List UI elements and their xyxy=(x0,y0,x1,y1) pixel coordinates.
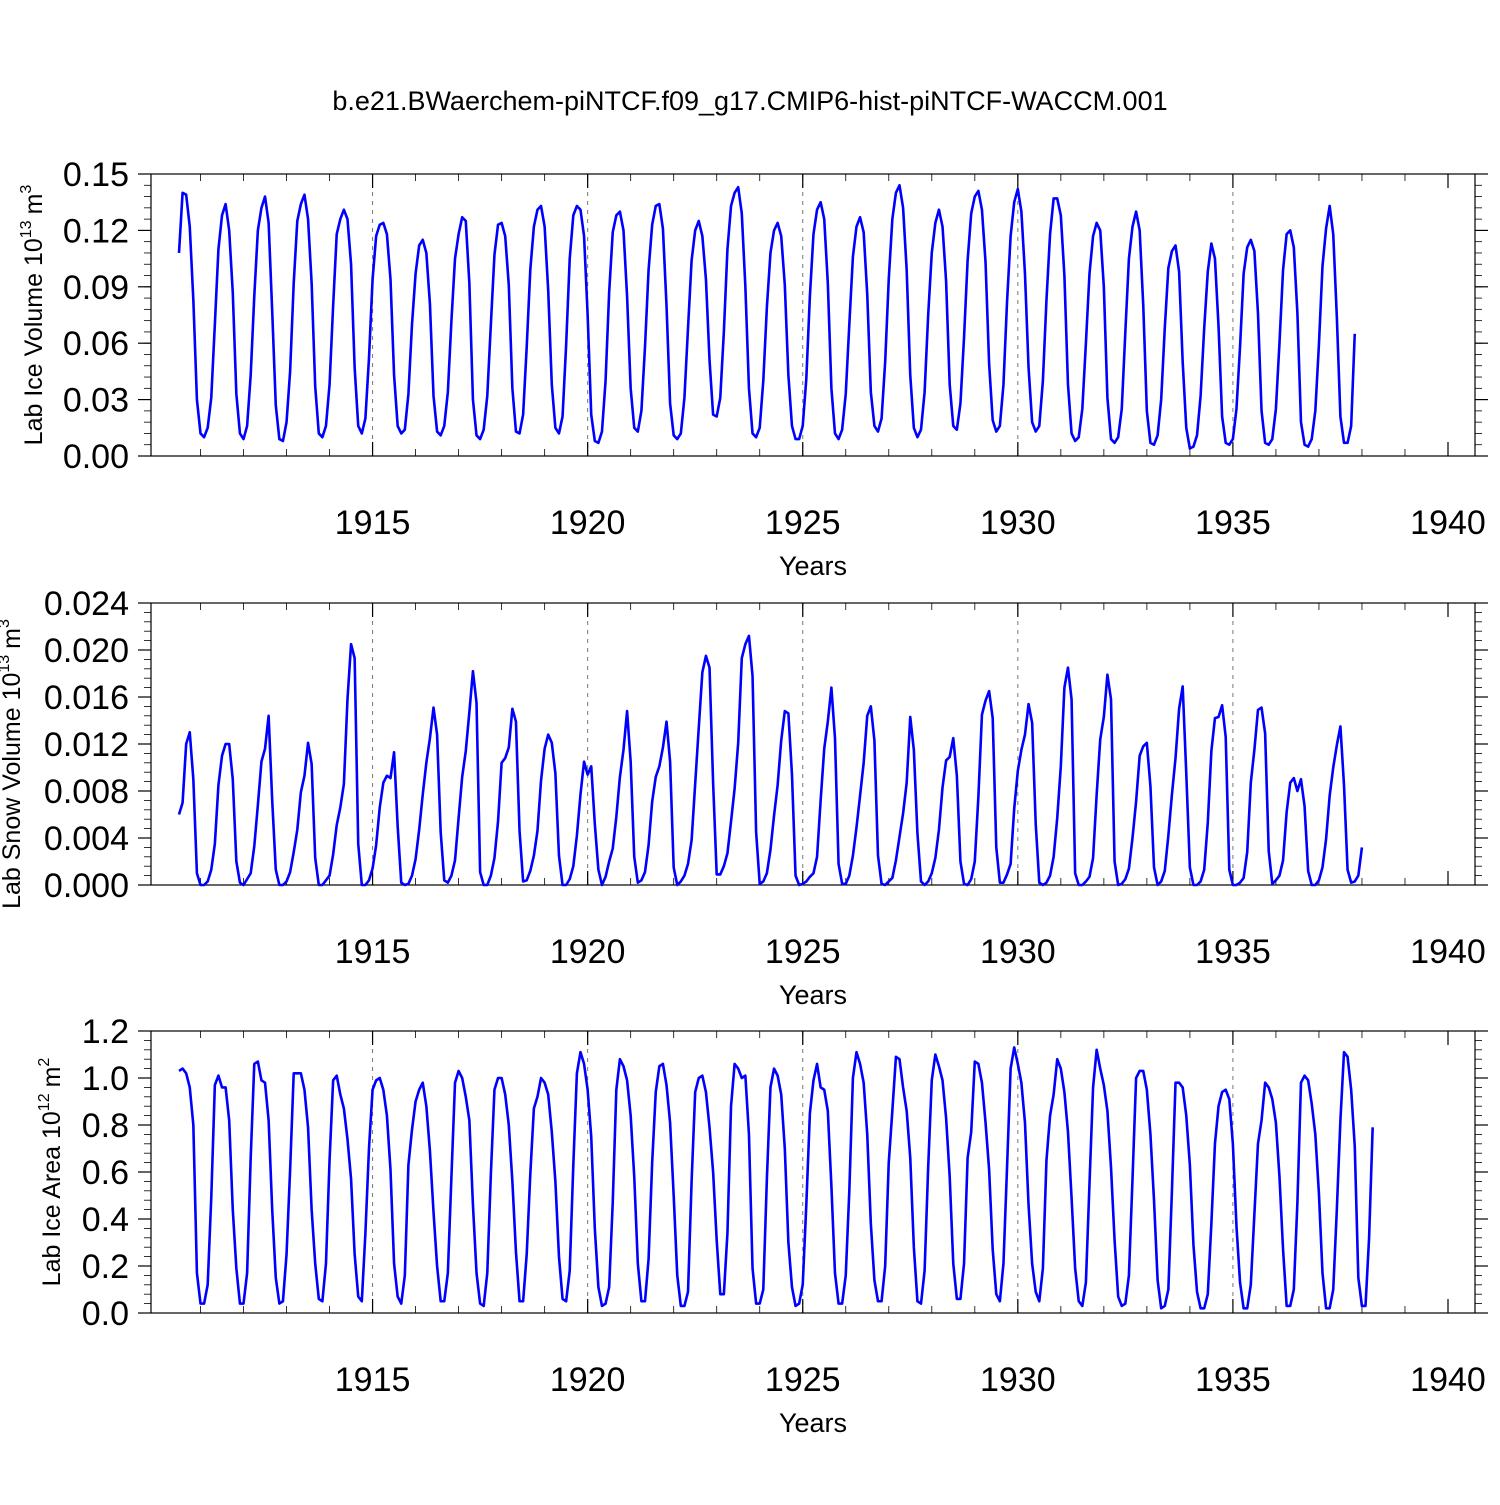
ice-area-y-axis-text: Lab Ice Area 10 xyxy=(38,1111,66,1286)
snow-volume-y-axis-title: Lab Snow Volume 1013 m3 xyxy=(0,619,26,909)
snow-volume-x-tick-label: 1940 xyxy=(1410,933,1486,971)
ice-volume-x-tick-label: 1930 xyxy=(980,504,1056,542)
ice-area-y-tick-label: 1.0 xyxy=(82,1060,129,1098)
ice-area-y-tick-label: 0.8 xyxy=(82,1107,129,1145)
ice-area-y-tick-label: 0.4 xyxy=(82,1201,129,1239)
ice-volume-series-line xyxy=(177,183,1357,450)
ice-volume-x-tick-label: 1925 xyxy=(765,504,841,542)
snow-volume-x-axis-title: Years xyxy=(779,980,847,1010)
ice-volume-y-axis-title: Lab Ice Volume 1013 m3 xyxy=(18,185,48,446)
snow-volume-x-tick-label: 1935 xyxy=(1195,933,1271,971)
snow-volume-y-axis-unit: m xyxy=(0,628,26,649)
ice-volume-x-tick-label: 1915 xyxy=(335,504,411,542)
ice-volume-x-tick-label: 1940 xyxy=(1410,504,1486,542)
snow-volume-panel: 0.000 0.004 0.008 0.012 0.016 0.020 0.024 1915 1… xyxy=(0,585,1488,1010)
ice-volume-panel: 0.00 0.03 0.06 0.09 0.12 0.15 1915 1920 1925 1930… xyxy=(18,156,1488,581)
ice-volume-y-tick-label: 0.12 xyxy=(63,212,129,250)
ice-volume-y-tick-label: 0.09 xyxy=(63,269,129,307)
ice-area-y-tick-label: 0.2 xyxy=(82,1248,129,1286)
snow-volume-x-tick-label: 1915 xyxy=(335,933,411,971)
ice-area-x-axis-title: Years xyxy=(779,1408,847,1438)
snow-volume-y-axis-exponent: 13 xyxy=(0,655,13,673)
ice-volume-x-tick-label: 1920 xyxy=(550,504,626,542)
ice-volume-y-tick-label: 0.00 xyxy=(63,438,129,476)
ice-area-y-axis-title: Lab Ice Area 1012 m2 xyxy=(36,1058,66,1287)
snow-volume-y-tick-label: 0.020 xyxy=(44,632,129,670)
ice-area-series-line xyxy=(178,1046,1374,1310)
ice-area-x-tick-label: 1925 xyxy=(765,1361,841,1399)
ice-volume-x-tick-label: 1935 xyxy=(1195,504,1271,542)
snow-volume-x-tick-label: 1925 xyxy=(765,933,841,971)
ice-volume-y-axis-unit-exponent: 3 xyxy=(18,185,35,194)
ice-area-panel: 0.0 0.2 0.4 0.6 0.8 1.0 1.2 1915 1920 1925 1930 193… xyxy=(36,1013,1488,1438)
ice-area-x-tick-label: 1940 xyxy=(1410,1361,1486,1399)
ice-area-x-tick-label: 1915 xyxy=(335,1361,411,1399)
ice-volume-plot-frame xyxy=(150,173,1476,457)
ice-area-y-axis-exponent: 12 xyxy=(36,1093,53,1111)
figure-title: b.e21.BWaerchem-piNTCF.f09_g17.CMIP6-his… xyxy=(332,86,1167,116)
ice-area-y-axis-unit: m xyxy=(38,1067,66,1088)
snow-volume-y-tick-label: 0.004 xyxy=(44,820,129,858)
ice-volume-x-axis-title: Years xyxy=(779,551,847,581)
ice-volume-y-axis-text: Lab Ice Volume 10 xyxy=(20,238,48,445)
ice-area-y-tick-label: 0.0 xyxy=(82,1295,129,1333)
snow-volume-x-tick-label: 1930 xyxy=(980,933,1056,971)
ice-volume-y-axis-unit: m xyxy=(20,194,48,215)
snow-volume-y-tick-label: 0.012 xyxy=(44,726,129,764)
ice-area-y-tick-label: 0.6 xyxy=(82,1154,129,1192)
snow-volume-y-tick-label: 0.016 xyxy=(44,679,129,717)
snow-volume-y-tick-label: 0.000 xyxy=(44,867,129,905)
snow-volume-plot-frame xyxy=(150,602,1476,886)
ice-area-x-tick-label: 1920 xyxy=(550,1361,626,1399)
snow-volume-y-axis-unit-exponent: 3 xyxy=(0,619,13,628)
ice-area-x-tick-label: 1935 xyxy=(1195,1361,1271,1399)
ice-area-y-tick-label: 1.2 xyxy=(82,1013,129,1051)
snow-volume-series-line xyxy=(177,634,1364,887)
snow-volume-y-axis-text: Lab Snow Volume 10 xyxy=(0,673,26,909)
ice-area-x-tick-label: 1930 xyxy=(980,1361,1056,1399)
ice-volume-y-tick-label: 0.15 xyxy=(63,156,129,194)
snow-volume-x-tick-label: 1920 xyxy=(550,933,626,971)
ice-area-y-axis-unit-exponent: 2 xyxy=(36,1058,53,1067)
ice-volume-y-tick-label: 0.06 xyxy=(63,325,129,363)
ice-volume-y-tick-label: 0.03 xyxy=(63,382,129,420)
snow-volume-y-tick-label: 0.024 xyxy=(44,585,129,623)
ice-volume-y-axis-exponent: 13 xyxy=(18,220,35,238)
snow-volume-y-tick-label: 0.008 xyxy=(44,773,129,811)
